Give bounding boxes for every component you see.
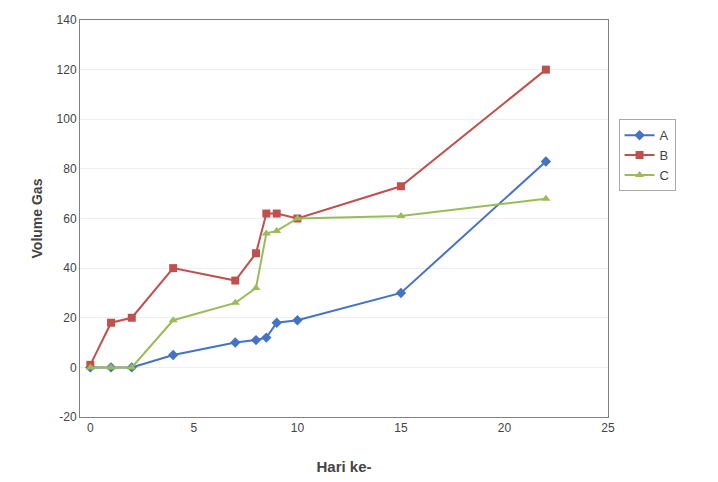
svg-text:140: 140 [57,13,77,27]
svg-text:100: 100 [57,112,77,126]
svg-text:20: 20 [63,311,77,325]
svg-text:0: 0 [87,421,94,435]
svg-text:10: 10 [291,421,305,435]
svg-text:25: 25 [601,421,615,435]
svg-text:A: A [660,128,669,143]
svg-text:60: 60 [63,212,77,226]
svg-text:C: C [660,168,669,183]
svg-text:Hari ke-: Hari ke- [316,458,371,475]
svg-text:B: B [660,148,669,163]
svg-text:0: 0 [70,361,77,375]
svg-text:120: 120 [57,63,77,77]
svg-text:80: 80 [63,162,77,176]
svg-text:Volume Gas: Volume Gas [29,178,45,258]
svg-text:-20: -20 [59,410,77,424]
svg-text:40: 40 [63,261,77,275]
svg-text:5: 5 [191,421,198,435]
svg-text:20: 20 [498,421,512,435]
svg-text:15: 15 [394,421,408,435]
